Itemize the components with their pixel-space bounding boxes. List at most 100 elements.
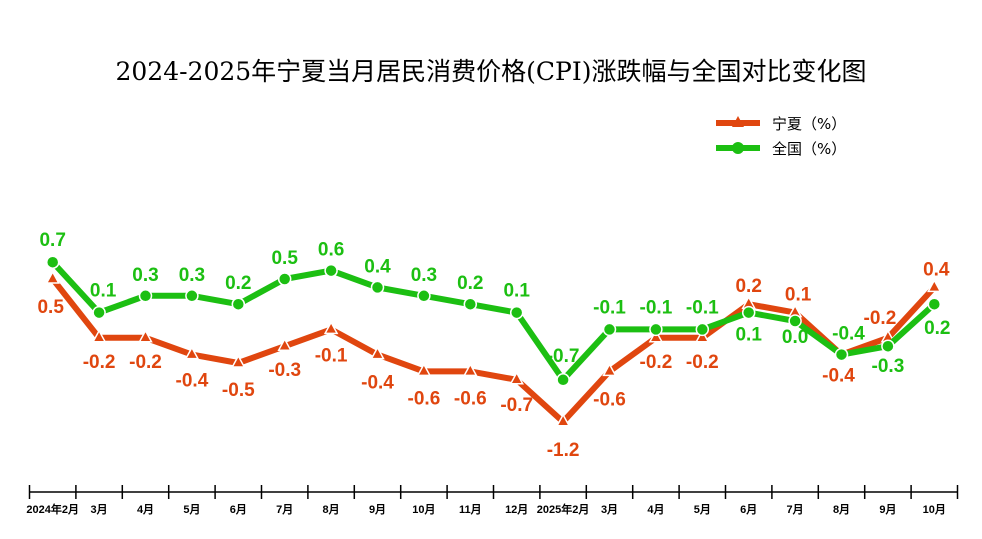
data-point-circle (231, 297, 246, 311)
data-point-circle (92, 305, 106, 320)
data-label: -0.2 (640, 352, 673, 373)
data-point-circle (324, 263, 338, 278)
data-point-circle (788, 314, 802, 328)
data-label: 0.1 (503, 281, 530, 302)
legend-label-ningxia: 宁夏（%） (772, 115, 846, 133)
data-label: -0.4 (832, 324, 865, 345)
data-label: -0.6 (593, 389, 626, 410)
data-point-triangle (277, 337, 292, 351)
data-label: -0.6 (408, 388, 441, 409)
x-tick-label: 3月 (601, 503, 618, 516)
x-tick-label: 8月 (833, 503, 850, 516)
data-point-circle (277, 272, 292, 286)
data-label: 0.1 (90, 281, 117, 302)
data-point-triangle (927, 278, 942, 293)
data-label: 0.3 (132, 265, 158, 286)
data-point-circle (138, 289, 153, 303)
x-tick-label: 7月 (787, 503, 804, 516)
data-label: -0.1 (686, 297, 719, 318)
data-point-triangle (463, 362, 478, 377)
data-label: -0.2 (83, 352, 116, 373)
x-tick-label: 12月 (505, 503, 528, 516)
x-tick-label: 9月 (879, 503, 896, 516)
data-label: 0.3 (179, 265, 205, 286)
data-label: 0.2 (735, 276, 761, 297)
data-point-circle (695, 322, 710, 337)
data-label: -0.1 (593, 297, 626, 318)
data-point-triangle (231, 354, 246, 368)
data-point-circle (556, 373, 570, 387)
legend-label-national: 全国（%） (772, 140, 846, 158)
x-tick-label: 3月 (91, 503, 108, 516)
data-label: 0.7 (39, 230, 65, 251)
data-label: 0.0 (782, 327, 808, 348)
data-label: -0.7 (547, 346, 580, 367)
data-label: -0.5 (222, 380, 255, 401)
data-point-triangle (91, 329, 107, 343)
data-point-circle (463, 297, 478, 311)
x-tick-label: 2025年2月 (537, 502, 590, 516)
data-point-circle (185, 289, 199, 303)
data-label: -0.4 (361, 373, 394, 394)
data-point-triangle (370, 346, 385, 360)
data-label: -0.1 (315, 345, 348, 366)
data-label: -0.7 (500, 395, 533, 416)
x-tick-label: 11月 (459, 503, 482, 516)
data-label: -0.2 (686, 352, 719, 373)
series-line (50, 260, 937, 383)
x-tick-label: 8月 (323, 503, 340, 516)
data-point-triangle (602, 362, 617, 377)
data-point-circle (834, 347, 849, 362)
data-point-circle (417, 289, 431, 303)
data-point-circle (741, 305, 756, 320)
data-label: 0.2 (225, 273, 251, 294)
data-point-triangle (45, 270, 60, 284)
series-line (50, 277, 937, 425)
data-label: -0.1 (640, 297, 673, 318)
x-tick-label: 5月 (183, 503, 200, 516)
x-tick-label: 10月 (412, 503, 435, 516)
data-label: 0.5 (271, 248, 298, 269)
data-label: 0.3 (411, 265, 437, 286)
circle-marker-icon (732, 142, 744, 154)
data-point-triangle (648, 329, 664, 343)
legend-item-national: 全国（%） (716, 140, 846, 158)
data-point-triangle (555, 413, 571, 427)
data-point-circle (509, 305, 524, 320)
data-label: 0.6 (318, 240, 344, 261)
x-tick-label: 10月 (923, 503, 946, 516)
x-tick-label: 5月 (694, 503, 711, 516)
data-label: -1.2 (547, 440, 580, 461)
data-label: -0.4 (176, 371, 209, 392)
data-label: 0.1 (735, 325, 762, 346)
x-tick-label: 6月 (740, 503, 757, 516)
series-ningxia: 0.5-0.2 -0.2-0.4 -0.5-0.3-0.1-0.4-0.6 -0.6-… (37, 259, 949, 460)
data-label: 0.4 (923, 259, 950, 280)
data-point-triangle (509, 371, 524, 385)
data-label: -0.2 (129, 352, 162, 373)
data-label: -0.2 (864, 308, 897, 329)
x-tick-label: 4月 (647, 503, 664, 516)
x-tick-label: 7月 (276, 503, 293, 516)
triangle-marker-icon (732, 116, 744, 127)
data-point-triangle (323, 320, 339, 335)
data-point-triangle (184, 346, 200, 360)
data-point-circle (45, 255, 60, 269)
x-tick-label: 2024年2月 (26, 502, 79, 516)
x-tick-label: 6月 (230, 503, 247, 516)
data-point-triangle (695, 329, 710, 343)
legend-item-ningxia: 宁夏（%） (716, 115, 846, 133)
data-point-circle (927, 297, 942, 311)
data-label: 0.5 (37, 297, 64, 318)
data-label: 0.2 (924, 318, 950, 339)
data-point-circle (881, 339, 895, 353)
data-point-circle (370, 280, 385, 295)
data-label: -0.3 (268, 360, 301, 381)
data-point-circle (602, 322, 617, 337)
data-point-triangle (138, 329, 153, 343)
data-label: 0.1 (785, 285, 812, 306)
x-tick-label: 9月 (369, 503, 386, 516)
data-label: 0.2 (457, 273, 483, 294)
